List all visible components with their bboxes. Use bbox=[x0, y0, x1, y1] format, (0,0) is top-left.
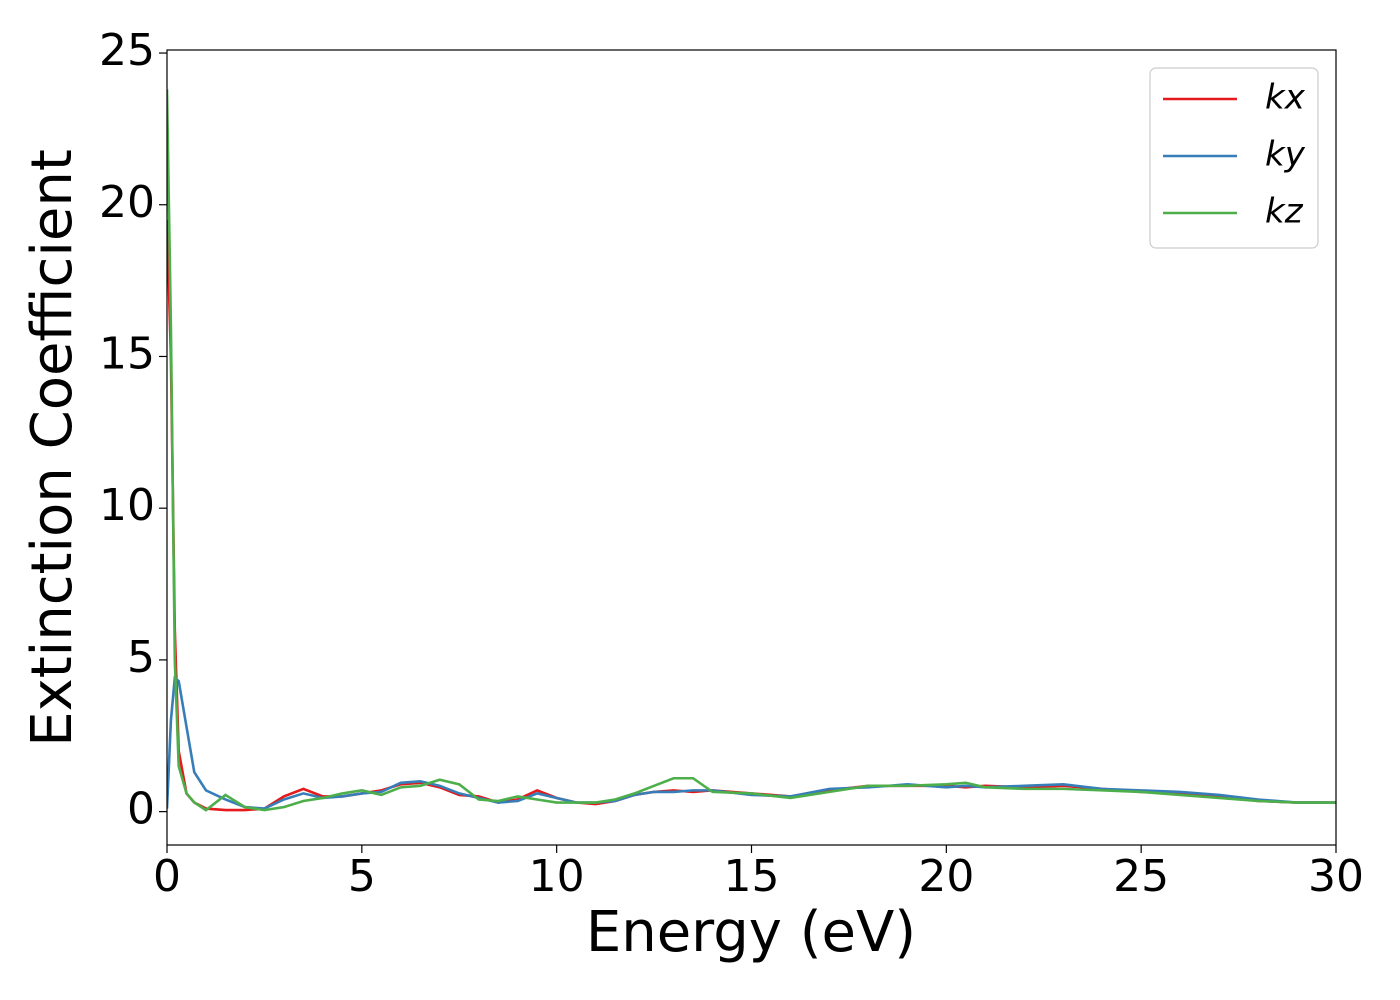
plot-frame bbox=[166, 49, 1337, 846]
y-tick-label: 0 bbox=[127, 784, 155, 835]
y-tick-label: 25 bbox=[99, 25, 155, 76]
data-line bbox=[167, 675, 1336, 810]
y-tick-label: 5 bbox=[127, 632, 155, 683]
x-tick-label: 10 bbox=[529, 851, 585, 902]
legend-box bbox=[1149, 67, 1319, 249]
data-line bbox=[167, 89, 1336, 812]
y-axis-label: Extinction Coefficient bbox=[20, 149, 85, 747]
legend-label: kz bbox=[1265, 192, 1304, 232]
x-tick-label: 0 bbox=[153, 851, 181, 902]
legend-label: ky bbox=[1265, 135, 1306, 175]
legend-label: kx bbox=[1265, 78, 1306, 118]
y-tick-label: 15 bbox=[99, 328, 155, 379]
y-tick-label: 20 bbox=[99, 177, 155, 228]
x-tick-label: 30 bbox=[1308, 851, 1364, 902]
x-tick-label: 15 bbox=[724, 851, 780, 902]
x-axis-label: Energy (eV) bbox=[586, 900, 916, 965]
x-tick-label: 25 bbox=[1113, 851, 1169, 902]
x-tick-label: 20 bbox=[918, 851, 974, 902]
data-line bbox=[167, 219, 1336, 812]
y-tick-label: 10 bbox=[99, 480, 155, 531]
x-tick-label: 5 bbox=[348, 851, 376, 902]
